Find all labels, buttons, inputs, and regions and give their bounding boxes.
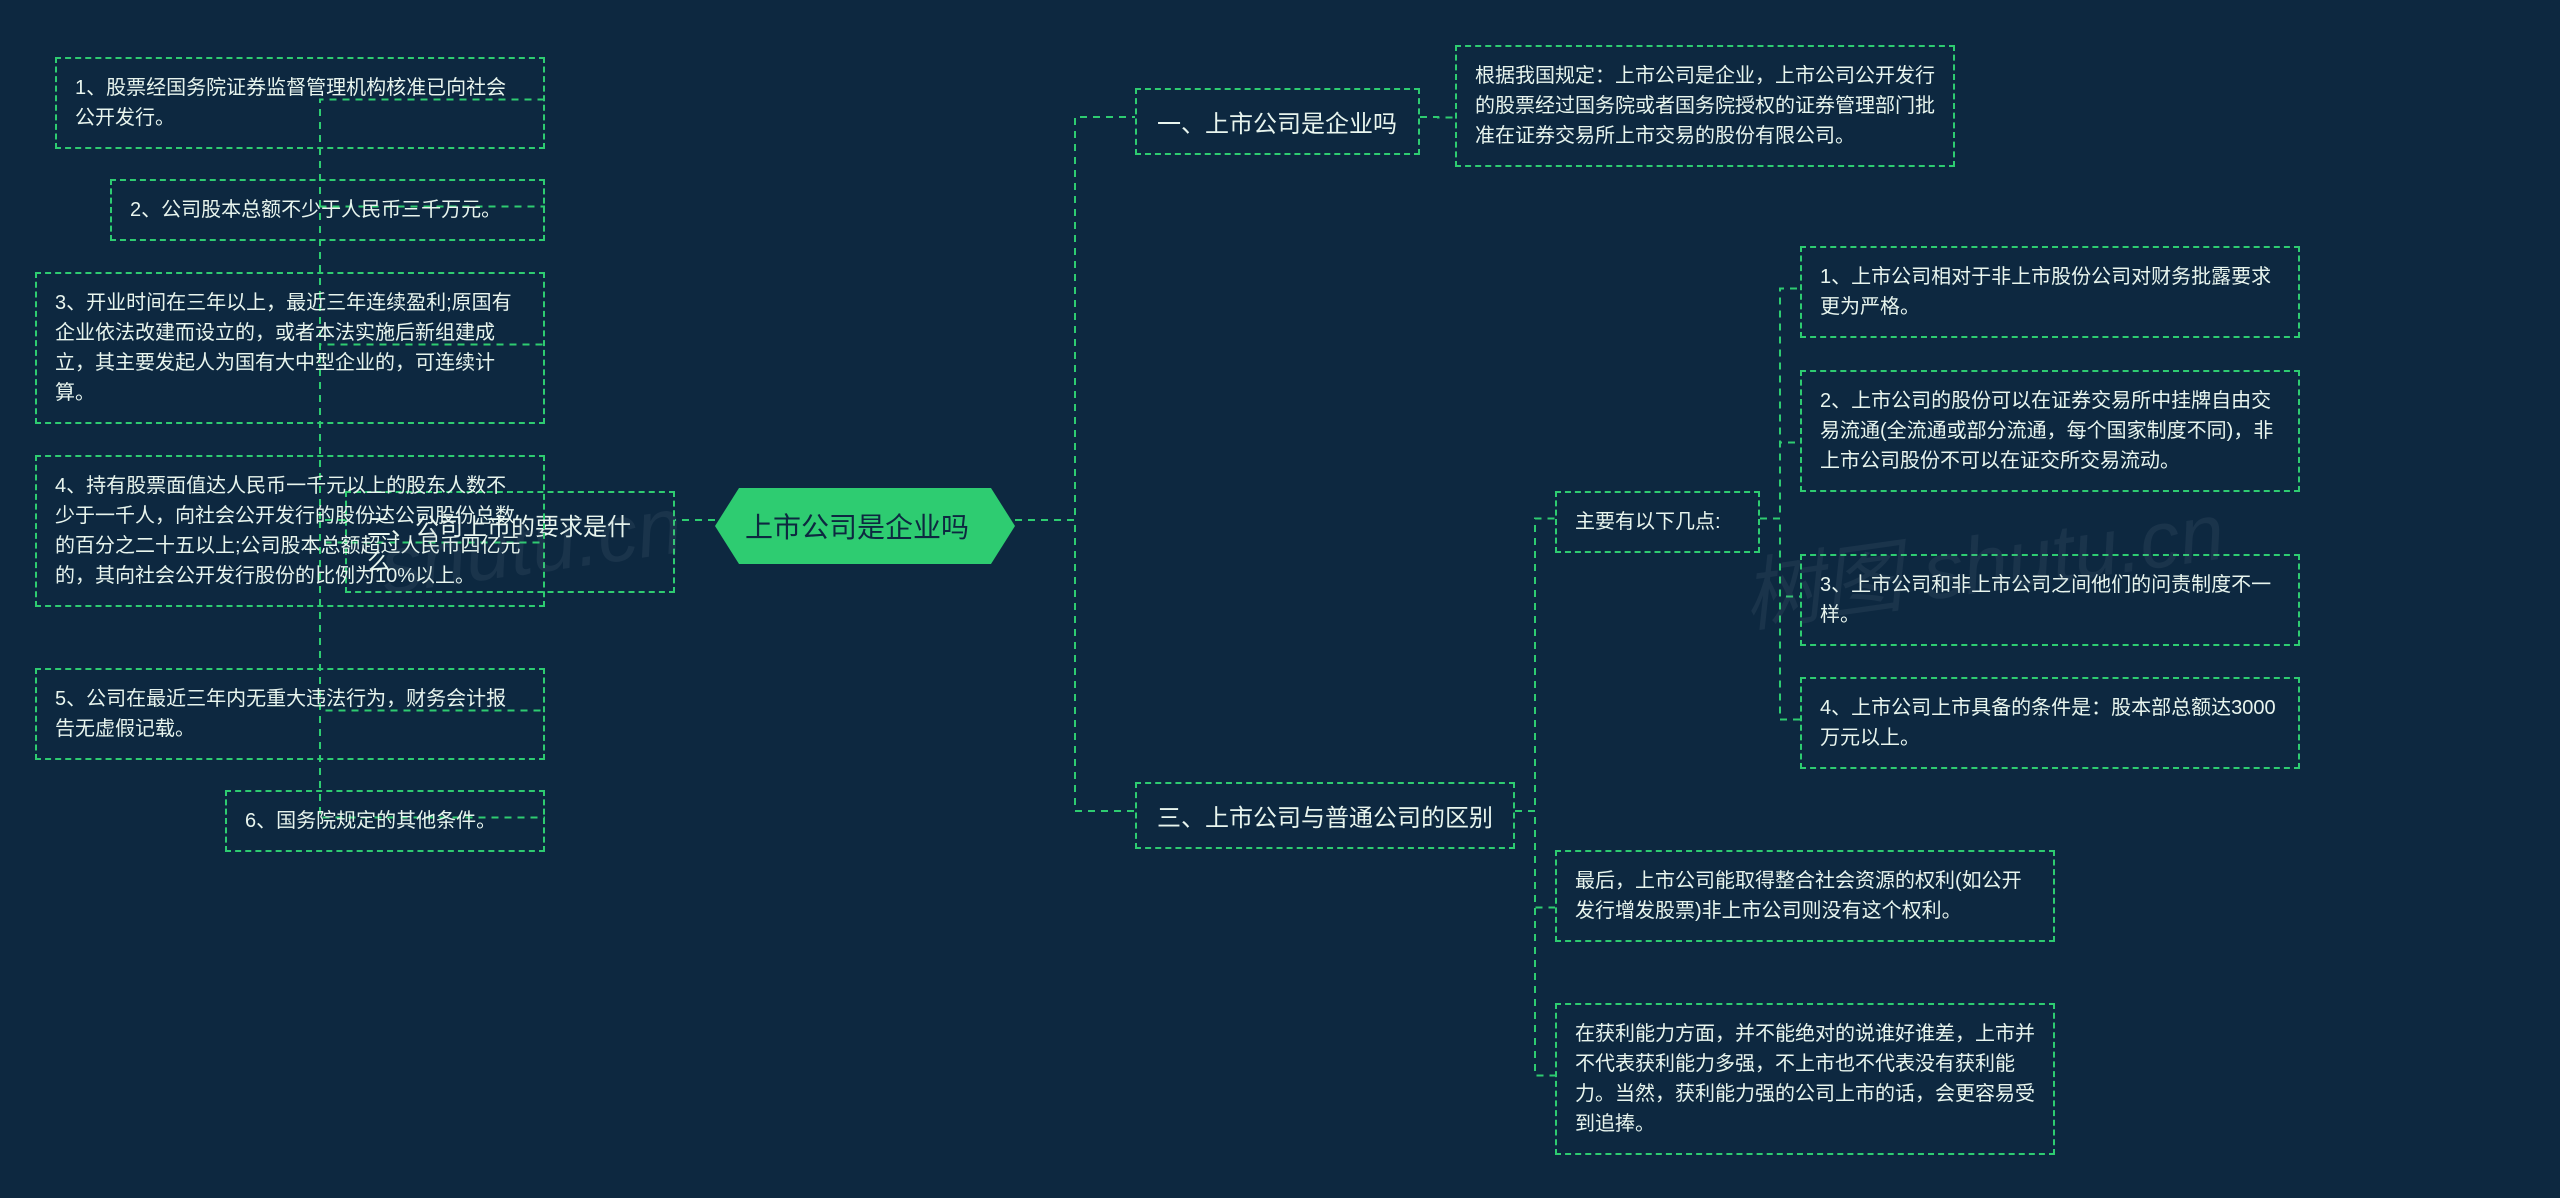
branch-3-leaf-3: 在获利能力方面，并不能绝对的说谁好谁差，上市并不代表获利能力多强，不上市也不代表… xyxy=(1555,1003,2055,1155)
branch-3-sub1-leaf-1: 1、上市公司相对于非上市股份公司对财务批露要求更为严格。 xyxy=(1800,246,2300,338)
branch-2-leaf-3: 3、开业时间在三年以上，最近三年连续盈利;原国有企业依法改建而设立的，或者本法实… xyxy=(35,272,545,424)
branch-2-leaf-6: 6、国务院规定的其他条件。 xyxy=(225,790,545,852)
branch-3: 三、上市公司与普通公司的区别 xyxy=(1135,782,1515,849)
branch-3-sub1-leaf-4: 4、上市公司上市具备的条件是：股本部总额达3000万元以上。 xyxy=(1800,677,2300,769)
branch-2-leaf-4: 4、持有股票面值达人民币一千元以上的股东人数不少于一千人，向社会公开发行的股份达… xyxy=(35,455,545,607)
branch-3-sub1-leaf-3: 3、上市公司和非上市公司之间他们的问责制度不一样。 xyxy=(1800,554,2300,646)
branch-2-leaf-5: 5、公司在最近三年内无重大违法行为，财务会计报告无虚假记载。 xyxy=(35,668,545,760)
branch-2-leaf-1: 1、股票经国务院证券监督管理机构核准已向社会公开发行。 xyxy=(55,57,545,149)
branch-3-sub1-leaf-2: 2、上市公司的股份可以在证券交易所中挂牌自由交易流通(全流通或部分流通，每个国家… xyxy=(1800,370,2300,492)
center-node: 上市公司是企业吗 xyxy=(715,488,1015,564)
branch-1-leaf-1: 根据我国规定：上市公司是企业，上市公司公开发行的股票经过国务院或者国务院授权的证… xyxy=(1455,45,1955,167)
branch-3-sub1: 主要有以下几点: xyxy=(1555,491,1760,553)
branch-1: 一、上市公司是企业吗 xyxy=(1135,88,1420,155)
branch-2-leaf-2: 2、公司股本总额不少于人民币三千万元。 xyxy=(110,179,545,241)
branch-3-leaf-2: 最后，上市公司能取得整合社会资源的权利(如公开发行增发股票)非上市公司则没有这个… xyxy=(1555,850,2055,942)
